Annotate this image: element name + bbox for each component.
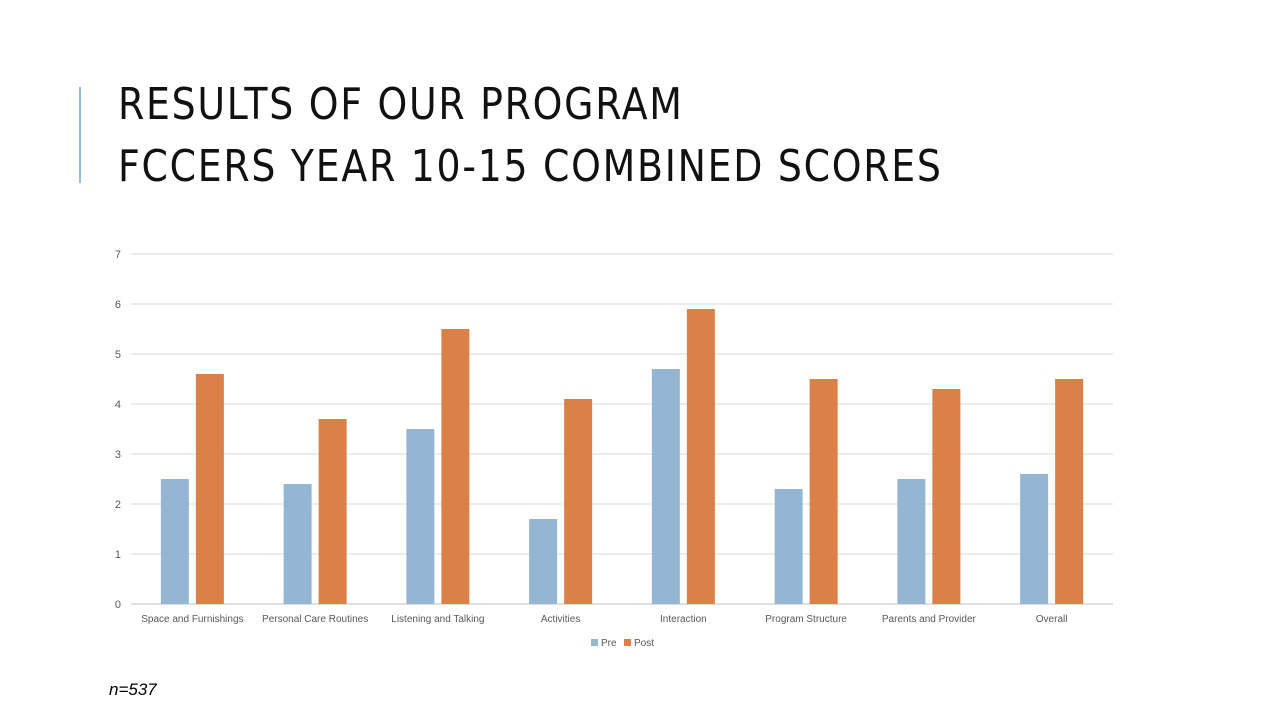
y-tick-label-6: 6 xyxy=(115,299,121,311)
y-tick-label-1: 1 xyxy=(115,549,121,561)
bar-pre-2 xyxy=(406,429,435,604)
legend-label-pre: Pre xyxy=(601,638,617,649)
x-category-label-1: Personal Care Routines xyxy=(262,614,368,625)
bar-post-1 xyxy=(318,419,347,604)
bar-post-2 xyxy=(441,329,470,604)
bar-pre-1 xyxy=(283,484,312,604)
title-accent-bar xyxy=(79,87,81,183)
y-tick-label-7: 7 xyxy=(115,249,121,261)
bar-pre-0 xyxy=(160,479,189,604)
x-category-label-3: Activities xyxy=(541,614,580,625)
y-tick-label-5: 5 xyxy=(115,349,121,361)
sample-size-note: n=537 xyxy=(109,680,157,699)
x-category-label-7: Overall xyxy=(1036,614,1068,625)
bar-post-0 xyxy=(195,374,224,604)
x-category-label-5: Program Structure xyxy=(765,614,847,625)
bar-pre-7 xyxy=(1020,474,1049,604)
y-tick-label-0: 0 xyxy=(115,599,121,611)
bar-post-5 xyxy=(809,379,838,604)
bar-post-3 xyxy=(564,399,593,604)
bar-pre-3 xyxy=(529,519,558,604)
bar-post-4 xyxy=(686,309,715,604)
bar-pre-5 xyxy=(774,489,803,604)
title-line-1: RESULTS OF OUR PROGRAM xyxy=(118,79,684,130)
x-category-label-6: Parents and Provider xyxy=(882,614,977,625)
y-tick-label-3: 3 xyxy=(115,449,121,461)
bar-pre-6 xyxy=(897,479,926,604)
bar-pre-4 xyxy=(651,369,680,604)
bar-post-6 xyxy=(932,389,961,604)
slide-title: RESULTS OF OUR PROGRAM FCCERS YEAR 10-15… xyxy=(118,74,943,198)
legend-label-post: Post xyxy=(634,638,654,649)
legend-swatch-pre xyxy=(591,639,598,646)
x-category-label-0: Space and Furnishings xyxy=(141,614,243,625)
bar-post-7 xyxy=(1055,379,1084,604)
title-line-2: FCCERS YEAR 10-15 COMBINED SCORES xyxy=(118,141,943,192)
y-tick-label-4: 4 xyxy=(115,399,121,411)
x-category-label-4: Interaction xyxy=(660,614,707,625)
x-category-label-2: Listening and Talking xyxy=(391,614,484,625)
legend-swatch-post xyxy=(624,639,631,646)
y-tick-label-2: 2 xyxy=(115,499,121,511)
